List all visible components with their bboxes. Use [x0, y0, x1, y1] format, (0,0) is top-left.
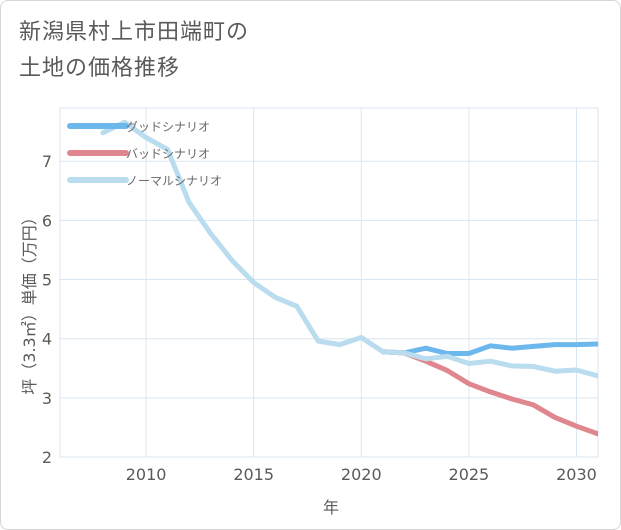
y-tick-label: 2 — [42, 448, 52, 467]
y-tick-label: 6 — [42, 211, 52, 230]
chart-title-line-1: 新潟県村上市田端町の — [19, 20, 250, 45]
y-axis-label: 坪（3.3㎡）単価（万円） — [20, 209, 39, 394]
legend-label-3: ノーマルシナリオ — [126, 174, 222, 188]
legend-label-2: バッドシナリオ — [126, 147, 210, 161]
legend-label-1: グッドシナリオ — [126, 120, 210, 134]
series-line-2 — [380, 349, 598, 437]
y-tick-label: 3 — [42, 389, 52, 408]
x-axis-label: 年 — [323, 498, 339, 517]
series-line-1 — [380, 341, 598, 356]
chart-title-line-2: 土地の価格推移 — [19, 56, 181, 81]
x-tick-label: 2030 — [556, 465, 597, 484]
x-tick-labels: 2010 2015 2020 2025 2030 — [126, 465, 597, 484]
chart-title: 新潟県村上市田端町の 土地の価格推移 — [19, 15, 249, 87]
x-tick-label: 2025 — [449, 465, 490, 484]
x-tick-label: 2020 — [341, 465, 382, 484]
y-tick-label: 5 — [42, 271, 52, 290]
series-lines — [100, 119, 598, 437]
y-tick-labels: 2 3 4 5 6 7 — [42, 152, 52, 467]
x-tick-label: 2015 — [233, 465, 274, 484]
series-line-3 — [100, 119, 598, 379]
y-tick-label: 4 — [42, 330, 52, 349]
y-tick-label: 7 — [42, 152, 52, 171]
x-tick-label: 2010 — [126, 465, 167, 484]
